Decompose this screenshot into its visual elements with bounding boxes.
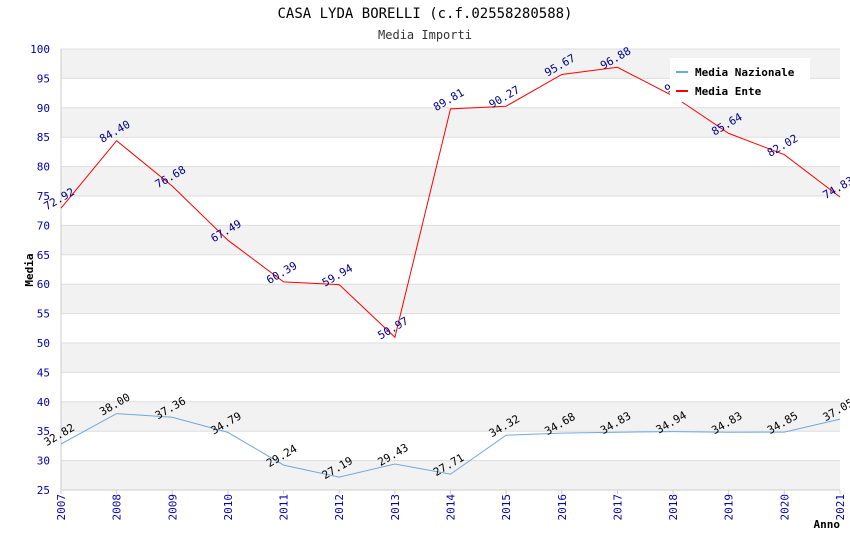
grid-band [61, 284, 840, 314]
y-tick-label: 95 [37, 72, 50, 85]
chart-subtitle: Media Importi [378, 28, 472, 42]
y-tick-label: 60 [37, 278, 50, 291]
y-tick-label: 70 [37, 219, 50, 232]
chart-title: CASA LYDA BORELLI (c.f.02558280588) [277, 6, 572, 22]
legend-entry: Media Ente [695, 85, 762, 98]
legend-entry: Media Nazionale [695, 66, 795, 79]
grid-band [61, 372, 840, 402]
y-tick-label: 100 [30, 43, 50, 56]
grid-band [61, 225, 840, 255]
y-tick-label: 30 [37, 455, 50, 468]
x-tick-label: 2019 [723, 494, 736, 521]
y-tick-label: 50 [37, 337, 50, 350]
y-tick-label: 65 [37, 249, 50, 262]
x-tick-label: 2008 [111, 494, 124, 521]
grid-bands [61, 49, 840, 490]
legend: Media Nazionale Media Ente [670, 58, 810, 102]
grid-band [61, 107, 840, 138]
y-tick-label: 35 [37, 425, 50, 438]
grid-band [61, 431, 840, 461]
grid-band [61, 166, 840, 196]
x-tick-label: 2011 [278, 494, 291, 521]
x-tick-labels: 2007 2008 2009 2010 2011 2012 2013 2014 2015 2016… [55, 494, 847, 521]
x-tick-label: 2012 [333, 494, 346, 521]
grid-band [61, 401, 840, 432]
grid-band [61, 254, 840, 285]
grid-band [61, 137, 840, 167]
y-tick-label: 75 [37, 190, 50, 203]
y-axis-label: Media [23, 253, 36, 286]
y-tick-label: 80 [37, 161, 50, 174]
x-tick-label: 2013 [389, 494, 402, 521]
x-tick-label: 2007 [55, 494, 68, 521]
y-tick-labels: 25 30 35 40 45 50 55 60 65 70 75 80 85 90 95 100 [30, 43, 50, 497]
x-tick-label: 2017 [611, 494, 624, 521]
legend-box [670, 58, 810, 102]
x-tick-label: 2009 [166, 494, 179, 521]
x-axis-label: Anno [814, 518, 841, 531]
x-tick-label: 2018 [667, 494, 680, 521]
y-tick-label: 85 [37, 131, 50, 144]
y-tick-label: 55 [37, 308, 50, 321]
y-tick-label: 90 [37, 102, 50, 115]
grid-band [61, 460, 840, 490]
y-tick-label: 45 [37, 366, 50, 379]
x-tick-label: 2021 [834, 494, 847, 521]
x-tick-label: 2010 [222, 494, 235, 521]
x-tick-label: 2020 [778, 494, 791, 521]
series-lines [60, 66, 841, 478]
series-line-ente [60, 66, 841, 339]
x-tick-label: 2015 [500, 494, 513, 521]
grid-band [61, 196, 840, 226]
y-tick-label: 25 [37, 484, 50, 497]
grid-band [61, 343, 840, 373]
x-tick-label: 2016 [556, 494, 569, 521]
axes [60, 49, 841, 494]
x-tick-label: 2014 [445, 494, 458, 521]
y-tick-label: 40 [37, 396, 50, 409]
grid-band [61, 313, 840, 343]
series-line-nazionale [60, 413, 841, 478]
